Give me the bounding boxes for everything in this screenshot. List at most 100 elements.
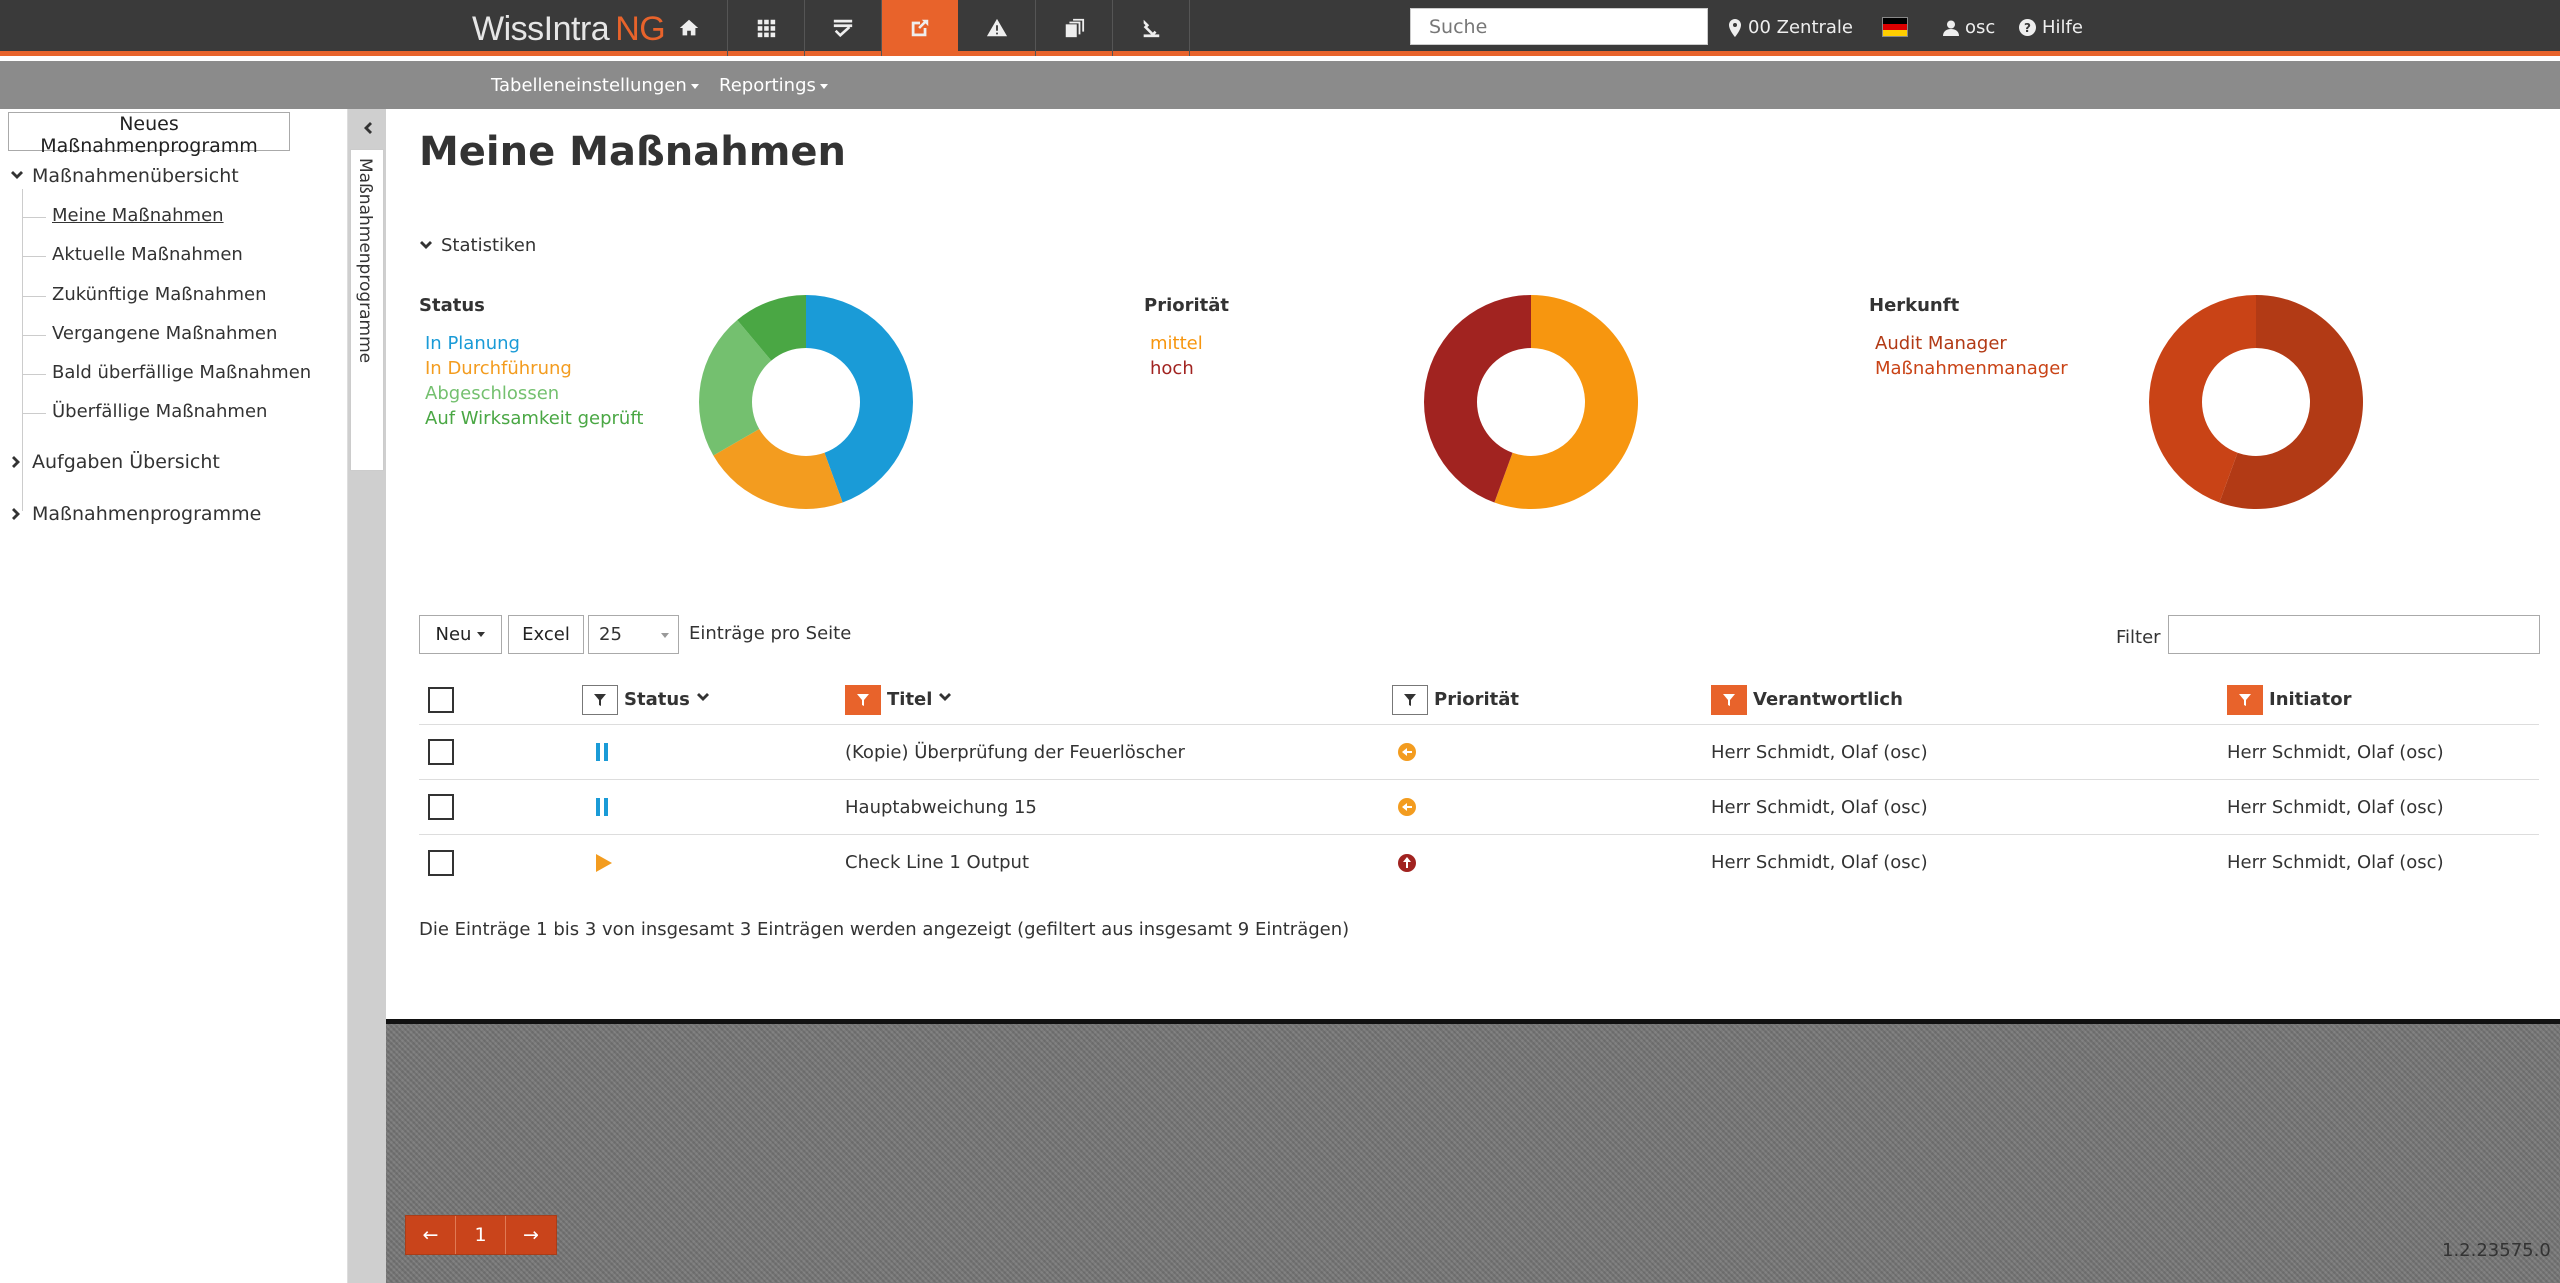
- filter-active-icon[interactable]: [1711, 684, 1747, 715]
- sidebar-item-future-actions[interactable]: Zukünftige Maßnahmen: [52, 284, 267, 305]
- filter-icon[interactable]: [1392, 684, 1428, 715]
- donut-slice-in-planung[interactable]: [806, 295, 913, 503]
- priority-medium-icon: [1397, 780, 1417, 834]
- reportings-menu[interactable]: Reportings: [719, 75, 828, 96]
- programs-rail-tab[interactable]: Maßnahmenprogramme: [350, 149, 384, 471]
- sidebar-item-soon-overdue-actions[interactable]: Bald überfällige Maßnahmen: [52, 362, 312, 383]
- chart-title: Priorität: [1144, 295, 1230, 316]
- filter-active-icon[interactable]: [845, 684, 881, 715]
- origin-chart: Herkunft Audit Manager Maßnahmenmanager: [1869, 295, 2560, 535]
- donut-slice-auf-wirksamkeit-gepr-ft[interactable]: [737, 295, 806, 361]
- donut-slice-hoch[interactable]: [1424, 295, 1531, 503]
- checklist-icon[interactable]: [805, 0, 881, 56]
- tree-node-programs[interactable]: Maßnahmenprogramme: [10, 503, 261, 525]
- row-title[interactable]: Hauptabweichung 15: [845, 796, 1037, 818]
- filter-active-icon[interactable]: [2227, 684, 2263, 715]
- sort-down-icon[interactable]: [696, 689, 710, 710]
- location-label: 00 Zentrale: [1748, 17, 1854, 38]
- legend-item[interactable]: Audit Manager: [1875, 333, 2007, 354]
- collapse-sidebar-button[interactable]: [348, 109, 386, 147]
- column-header-status[interactable]: Status: [582, 675, 710, 724]
- sidebar-item-current-actions[interactable]: Aktuelle Maßnahmen: [52, 244, 243, 265]
- map-marker-icon: [1729, 18, 1741, 37]
- chevron-down-icon: [11, 171, 23, 179]
- excel-export-button[interactable]: Excel: [508, 615, 584, 654]
- column-header-title[interactable]: Titel: [845, 675, 952, 724]
- sort-down-icon[interactable]: [938, 689, 952, 710]
- column-header-responsible[interactable]: Verantwortlich: [1711, 675, 1903, 724]
- pause-icon: [595, 725, 609, 779]
- chart-title: Status: [419, 295, 485, 316]
- sidebar: Neues Maßnahmenprogramm Maßnahmenübersic…: [0, 109, 348, 1283]
- filter-label: Filter: [2116, 627, 2161, 648]
- row-responsible: Herr Schmidt, Olaf (osc): [1711, 741, 1928, 763]
- donut-slice-audit-manager[interactable]: [2219, 295, 2363, 509]
- select-all-checkbox[interactable]: [428, 686, 454, 713]
- table-settings-menu[interactable]: Tabelleneinstellungen: [491, 75, 699, 96]
- sidebar-item-past-actions[interactable]: Vergangene Maßnahmen: [52, 323, 278, 344]
- table-controls: Neu Excel 25 Einträge pro Seite Filter: [419, 615, 2540, 655]
- legend-item[interactable]: Abgeschlossen: [425, 383, 560, 404]
- legend-item[interactable]: In Planung: [425, 333, 520, 354]
- legend-item[interactable]: Maßnahmenmanager: [1875, 358, 2068, 379]
- row-title[interactable]: Check Line 1 Output: [845, 852, 1030, 873]
- table-row[interactable]: Check Line 1 Output Herr Schmidt, Olaf (…: [419, 835, 2539, 890]
- donut-slice-in-durchf-hrung[interactable]: [713, 429, 843, 509]
- app-logo[interactable]: WissIntra NG: [472, 10, 666, 48]
- row-checkbox[interactable]: [428, 739, 454, 765]
- row-checkbox[interactable]: [428, 794, 454, 820]
- chart-title: Herkunft: [1869, 295, 1960, 316]
- next-page-button[interactable]: →: [506, 1216, 556, 1254]
- row-checkbox[interactable]: [428, 849, 454, 876]
- page-number-button[interactable]: 1: [456, 1216, 506, 1254]
- audit-icon[interactable]: [1113, 0, 1189, 56]
- chart-legend: In Planung In Durchführung Abgeschlossen…: [425, 331, 643, 431]
- donut-slice-ma-nahmenmanager[interactable]: [2149, 295, 2256, 503]
- new-dropdown-button[interactable]: Neu: [419, 615, 502, 654]
- actions-icon[interactable]: [882, 0, 958, 56]
- new-program-button[interactable]: Neues Maßnahmenprogramm: [8, 112, 290, 157]
- table-row[interactable]: (Kopie) Überprüfung der Feuerlöscher Her…: [419, 725, 2539, 780]
- sidebar-item-overdue-actions[interactable]: Überfällige Maßnahmen: [52, 401, 268, 422]
- donut-slice-mittel[interactable]: [1494, 295, 1638, 509]
- user-menu[interactable]: osc: [1943, 17, 1995, 38]
- pause-icon: [595, 780, 609, 834]
- chevron-right-icon: [12, 456, 20, 468]
- prev-page-button[interactable]: ←: [406, 1216, 456, 1254]
- legend-item[interactable]: In Durchführung: [425, 358, 572, 379]
- location-selector[interactable]: 00 Zentrale: [1728, 17, 1853, 38]
- statistics-toggle[interactable]: Statistiken: [419, 235, 536, 256]
- tree-node-label: Maßnahmenübersicht: [32, 165, 239, 187]
- column-header-initiator[interactable]: Initiator: [2227, 675, 2351, 724]
- filter-input[interactable]: [2168, 615, 2540, 654]
- legend-item[interactable]: hoch: [1150, 358, 1194, 379]
- documents-icon[interactable]: [1036, 0, 1112, 56]
- apps-grid-icon[interactable]: [728, 0, 804, 56]
- german-flag-icon[interactable]: [1882, 17, 1908, 37]
- home-icon[interactable]: [651, 0, 727, 56]
- tree-node-tasks[interactable]: Aufgaben Übersicht: [10, 451, 220, 473]
- row-initiator: Herr Schmidt, Olaf (osc): [2227, 852, 2444, 873]
- donut-chart: [699, 295, 913, 509]
- search-input[interactable]: [1410, 8, 1708, 45]
- help-link[interactable]: ? Hilfe: [2019, 17, 2083, 38]
- column-label: Verantwortlich: [1753, 689, 1903, 710]
- per-page-value: 25: [599, 624, 622, 645]
- entries-per-page-select[interactable]: 25: [588, 615, 679, 654]
- new-button-label: Neu: [435, 624, 472, 645]
- column-header-priority[interactable]: Priorität: [1392, 675, 1519, 724]
- sidebar-item-my-actions[interactable]: Meine Maßnahmen: [52, 205, 224, 226]
- column-label: Initiator: [2269, 689, 2352, 710]
- table-row[interactable]: Hauptabweichung 15 Herr Schmidt, Olaf (o…: [419, 780, 2539, 835]
- warning-icon[interactable]: [959, 0, 1035, 56]
- legend-item[interactable]: Auf Wirksamkeit geprüft: [425, 408, 644, 429]
- page-title: Meine Maßnahmen: [419, 129, 846, 175]
- filter-icon[interactable]: [582, 684, 618, 715]
- legend-item[interactable]: mittel: [1150, 333, 1203, 354]
- caret-down-icon: [477, 632, 486, 637]
- chart-legend: mittel hoch: [1150, 331, 1203, 381]
- chart-legend: Audit Manager Maßnahmenmanager: [1875, 331, 2068, 381]
- row-title[interactable]: (Kopie) Überprüfung der Feuerlöscher: [845, 741, 1185, 763]
- donut-slice-abgeschlossen[interactable]: [699, 320, 772, 456]
- tree-node-overview[interactable]: Maßnahmenübersicht: [10, 165, 239, 187]
